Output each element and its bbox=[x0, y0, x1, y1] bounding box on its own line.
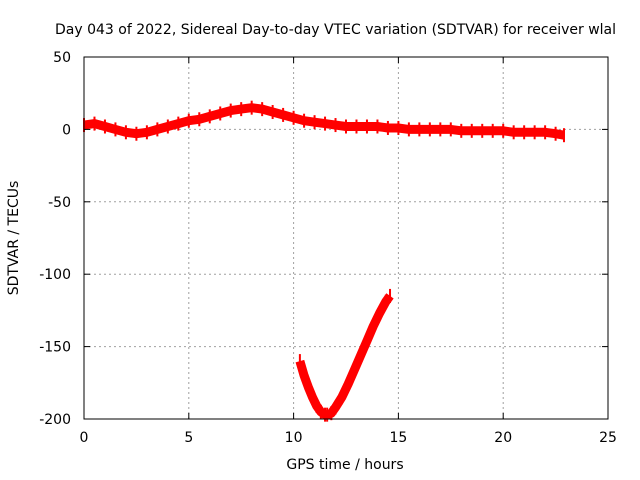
series-layer bbox=[83, 100, 565, 422]
y-tick-label: -50 bbox=[48, 195, 71, 211]
plot-frame bbox=[83, 56, 609, 420]
y-axis-label: SDTVAR / TECUs bbox=[6, 181, 22, 296]
x-axis-label: GPS time / hours bbox=[286, 457, 403, 473]
x-tick-label: 15 bbox=[389, 430, 407, 446]
x-tick-label: 10 bbox=[285, 430, 303, 446]
tick-layer: 0 5 10 15 20 25 50 0 -50 -100 -150 -200 bbox=[39, 50, 617, 446]
y-tick-label: -200 bbox=[39, 412, 71, 428]
y-tick-label: 0 bbox=[62, 122, 71, 138]
y-tick-label: 50 bbox=[53, 50, 71, 66]
x-tick-label: 0 bbox=[80, 430, 89, 446]
x-tick-label: 20 bbox=[494, 430, 512, 446]
chart-title: Day 043 of 2022, Sidereal Day-to-day VTE… bbox=[55, 22, 616, 38]
y-tick-label: -150 bbox=[39, 340, 71, 356]
y-tick-label: -100 bbox=[39, 267, 71, 283]
x-tick-label: 5 bbox=[184, 430, 193, 446]
grid-lines bbox=[84, 57, 608, 419]
x-tick-label: 25 bbox=[599, 430, 617, 446]
